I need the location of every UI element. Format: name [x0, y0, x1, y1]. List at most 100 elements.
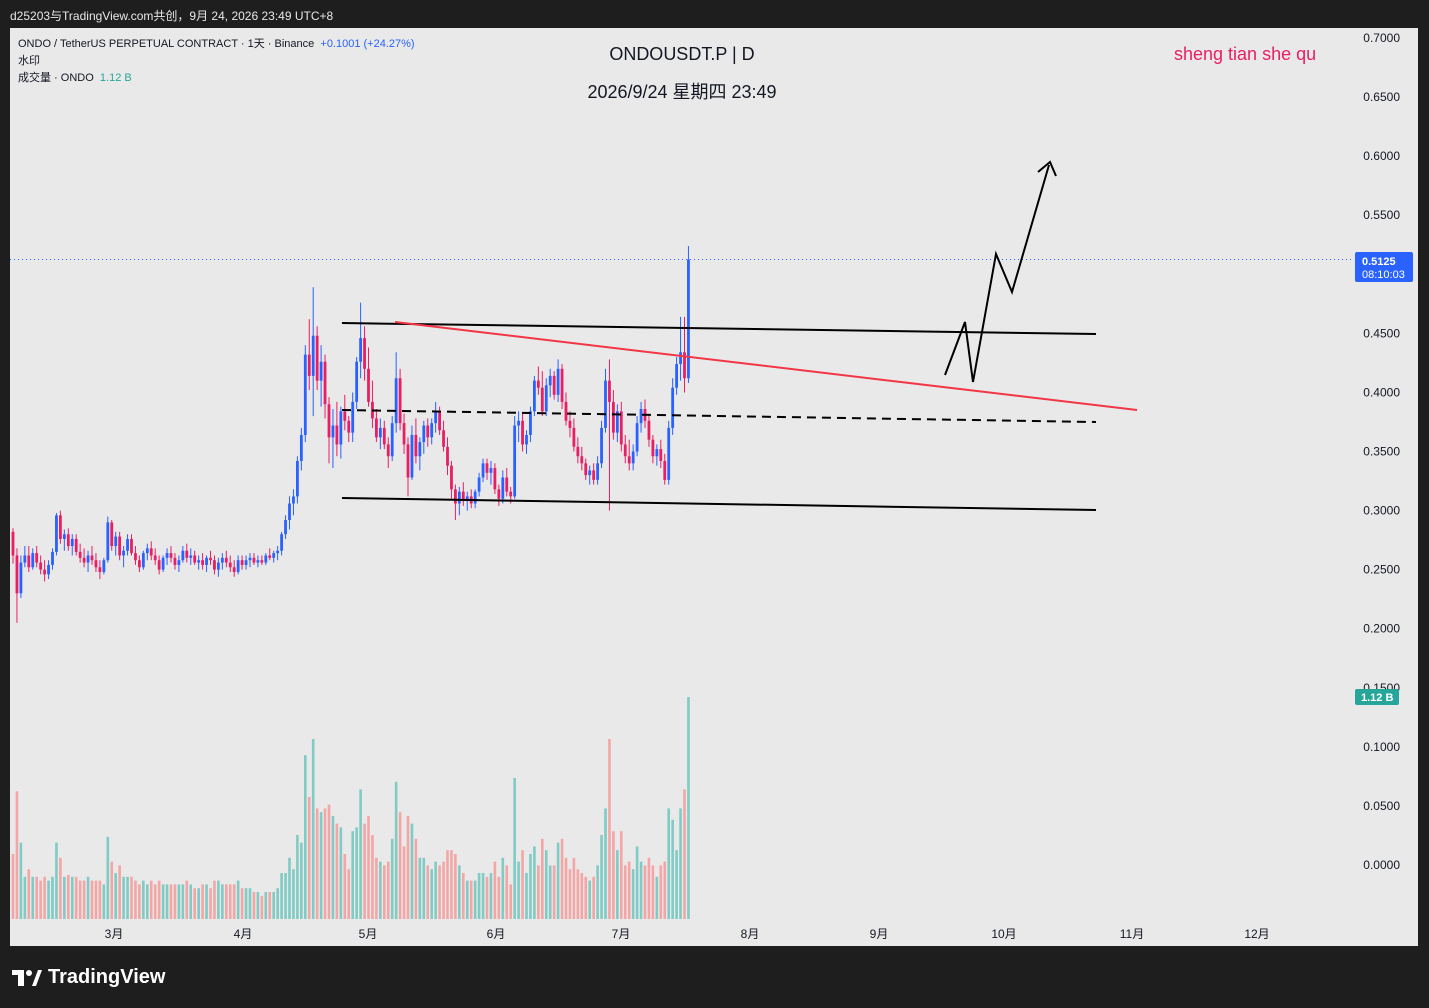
volume-bar	[477, 873, 481, 919]
volume-bar	[355, 827, 358, 919]
candle-body	[110, 522, 114, 547]
volume-bar	[307, 797, 311, 919]
candle-body	[568, 420, 572, 428]
candle-body	[430, 423, 434, 438]
volume-bar	[612, 831, 615, 919]
volume-bar	[284, 873, 287, 919]
volume-bar	[19, 842, 23, 919]
watermark-indicator[interactable]: 水印	[18, 55, 40, 67]
candle-body	[422, 425, 426, 443]
candle-body	[438, 411, 441, 431]
candle-body	[525, 434, 528, 445]
volume-bar	[276, 888, 279, 919]
volume-bar	[300, 842, 303, 919]
candle-body	[493, 468, 497, 490]
candle-body	[461, 491, 465, 502]
price-axis-label: 0.6500	[1363, 90, 1400, 104]
candle-body	[497, 489, 501, 499]
volume-bar	[288, 857, 291, 919]
candle-body	[47, 564, 50, 575]
candle-body	[647, 420, 651, 440]
symbol-info[interactable]: ONDO / TetherUS PERPETUAL CONTRACT · 1天 …	[18, 38, 315, 50]
candle-body	[588, 470, 592, 476]
candle-body	[11, 531, 15, 556]
candle-body	[138, 560, 141, 568]
volume-bar	[181, 884, 185, 919]
volume-bar	[529, 854, 532, 919]
price-axis-label: 0.1000	[1363, 740, 1400, 754]
candle-body	[675, 364, 678, 388]
candle-body	[292, 496, 295, 504]
volume-bar	[659, 865, 663, 919]
volume-bar	[485, 876, 489, 919]
chart-frame[interactable]	[10, 28, 1418, 946]
candle-body	[193, 555, 197, 563]
candle-body	[232, 567, 236, 573]
volume-bar	[414, 838, 418, 919]
volume-bar	[450, 850, 453, 919]
volume-bar	[217, 880, 220, 919]
candle-body	[213, 560, 216, 570]
volume-bar	[315, 808, 319, 919]
volume-bar	[600, 835, 603, 919]
volume-bar	[556, 842, 560, 919]
last-price-badge	[1355, 252, 1413, 282]
candle-body	[252, 557, 256, 563]
volume-label: 成交量 · ONDO	[18, 72, 94, 84]
volume-bar	[296, 835, 299, 919]
volume-bar	[406, 816, 410, 919]
candle-body	[114, 536, 118, 547]
candle-body	[410, 434, 414, 478]
channel-mid-line	[341, 409, 1097, 423]
volume-bar	[438, 865, 441, 919]
candle-body	[414, 434, 418, 457]
share-caption: d25203与TradingView.com共创，9月 24, 2026 23:…	[10, 9, 334, 23]
volume-bar	[513, 778, 516, 919]
candle-body	[442, 430, 445, 447]
time-axis-label: 8月	[741, 927, 760, 941]
volume-bar	[225, 884, 228, 919]
volume-bar	[323, 808, 327, 919]
candle-body	[663, 460, 667, 480]
volume-bar	[189, 884, 193, 919]
volume-legend[interactable]: 成交量 · ONDO 1.12 B	[18, 69, 132, 85]
volume-bar	[331, 816, 335, 919]
candle-body	[454, 489, 457, 504]
candle-body	[426, 425, 430, 438]
volume-bar	[568, 869, 572, 919]
footer-bar	[0, 946, 1429, 1008]
candle-body	[311, 335, 315, 376]
candle-body	[612, 401, 615, 433]
volume-bar	[311, 739, 315, 919]
volume-bar	[240, 888, 244, 919]
candle-body	[375, 418, 378, 438]
candle-body	[169, 553, 173, 558]
candle-body	[94, 560, 98, 568]
candle-body	[299, 434, 303, 461]
volume-bar	[185, 880, 189, 919]
candle-body	[481, 463, 485, 478]
volume-bar	[544, 850, 548, 919]
volume-bar	[580, 873, 584, 919]
volume-bar	[264, 892, 268, 919]
candle-body	[501, 477, 505, 499]
tradingview-logo[interactable]: TradingView	[12, 966, 165, 989]
volume-bar	[363, 823, 366, 919]
candle-body	[217, 562, 220, 570]
candle-body	[130, 538, 133, 554]
time-axis-label: 4月	[234, 927, 253, 941]
volume-bar	[94, 880, 98, 919]
volume-bar	[280, 873, 283, 919]
candle-body	[284, 520, 287, 535]
volume-bar	[51, 876, 54, 919]
candle-body	[70, 538, 74, 547]
candle-body	[51, 551, 54, 565]
candle-body	[576, 446, 580, 457]
candle-body	[161, 557, 165, 570]
candle-body	[596, 463, 599, 480]
volume-bar	[627, 861, 631, 919]
candle-body	[323, 361, 327, 405]
volume-bar	[588, 880, 591, 919]
volume-bar	[15, 791, 19, 919]
